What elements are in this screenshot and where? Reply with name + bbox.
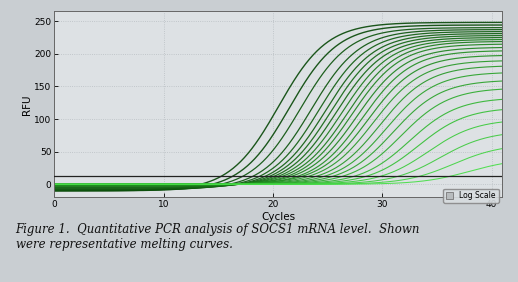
- Legend: Log Scale: Log Scale: [443, 189, 499, 203]
- X-axis label: Cycles: Cycles: [262, 212, 295, 222]
- Text: Figure 1.  Quantitative PCR analysis of SOCS1 mRNA level.  Shown
were representa: Figure 1. Quantitative PCR analysis of S…: [16, 223, 420, 251]
- Y-axis label: RFU: RFU: [22, 94, 32, 114]
